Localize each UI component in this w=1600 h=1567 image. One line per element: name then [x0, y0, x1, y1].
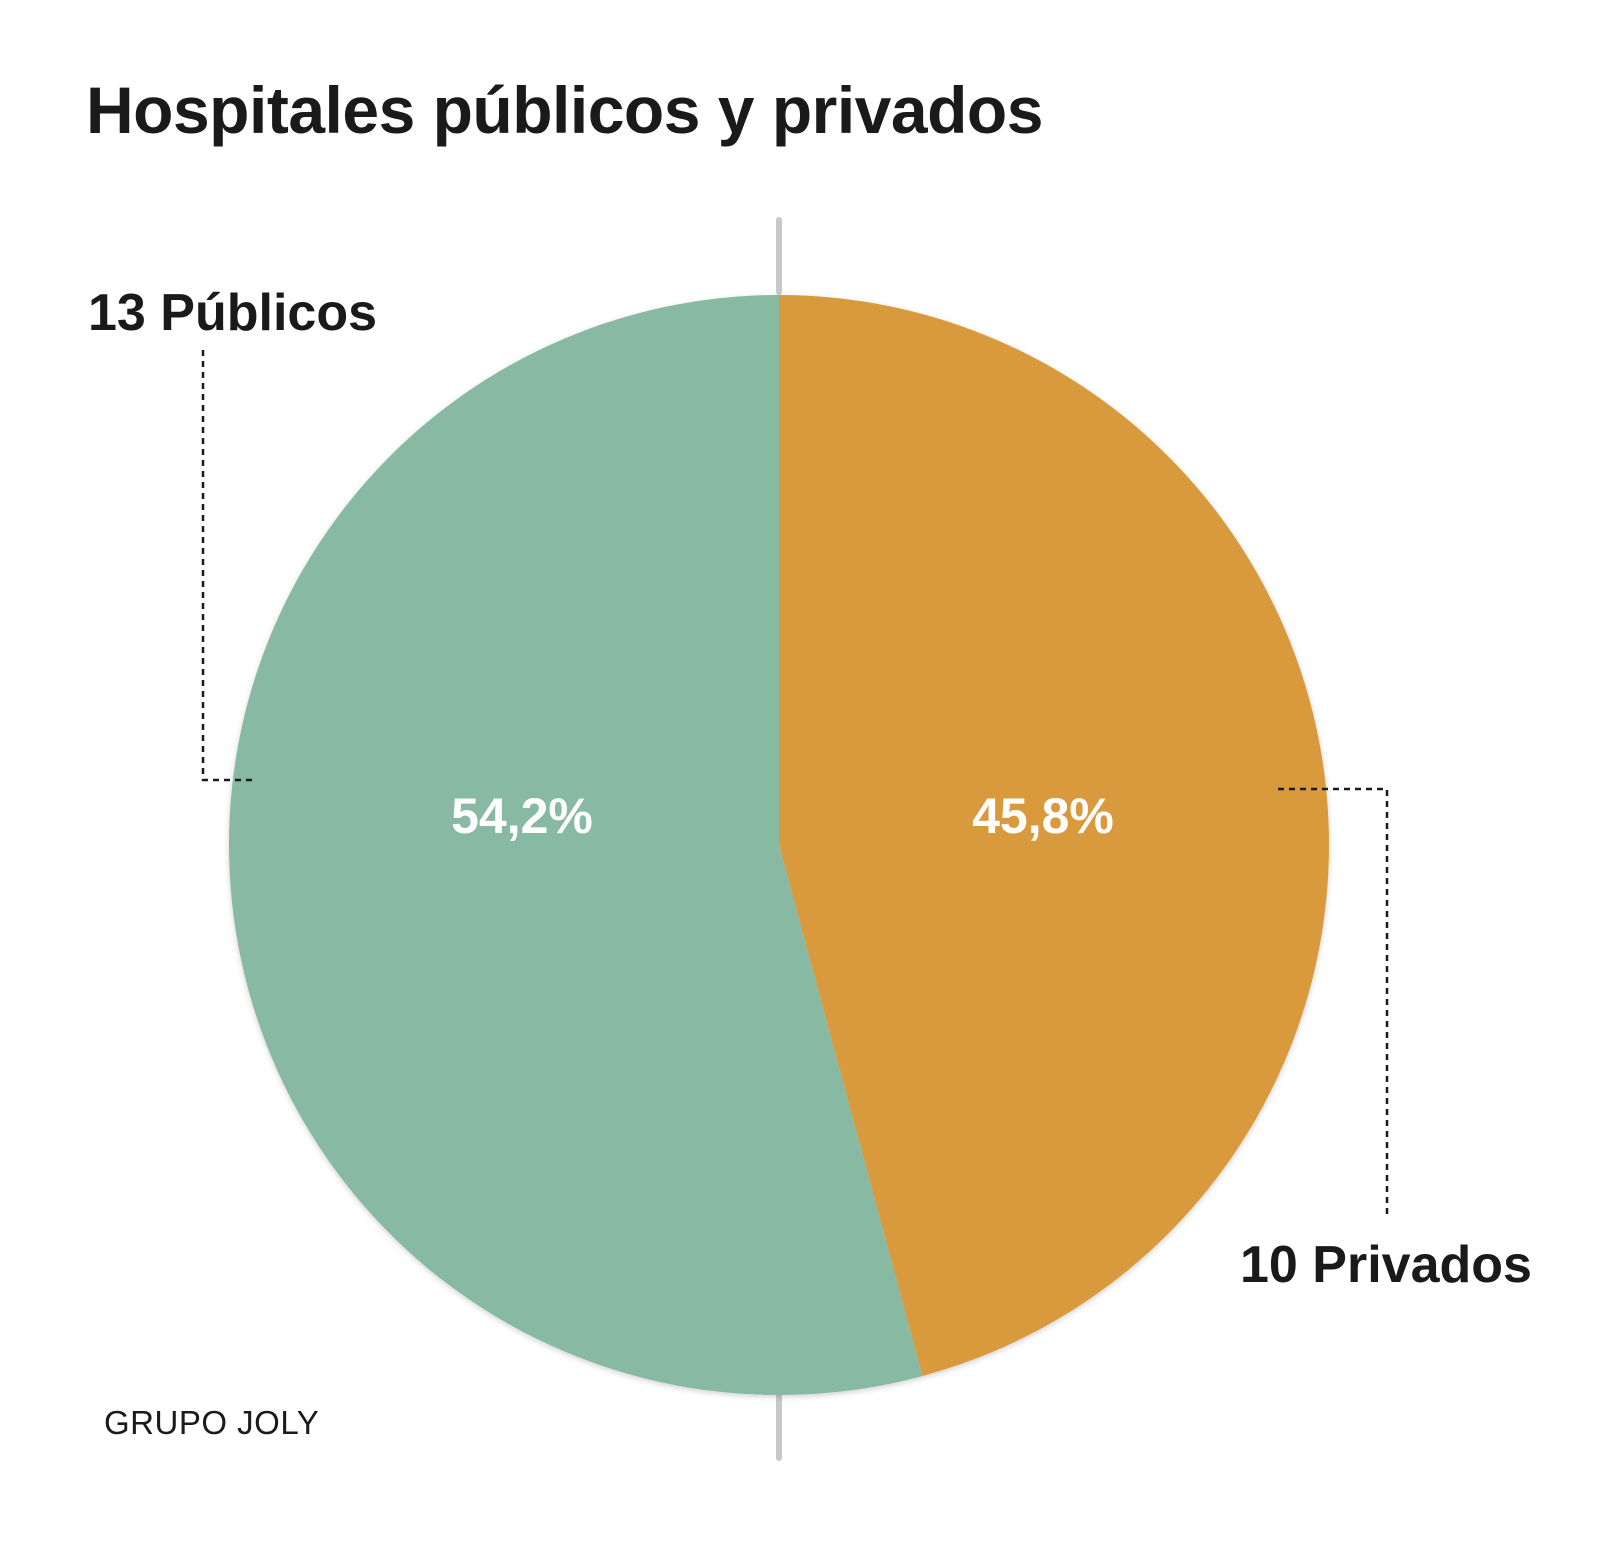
chart-title: Hospitales públicos y privados	[86, 73, 1043, 147]
legend-label-privados: 10 Privados	[1240, 1236, 1532, 1294]
leader-line-privados	[1278, 787, 1389, 1218]
legend-label-publicos: 13 Públicos	[88, 284, 377, 342]
percent-label-privados: 45,8%	[972, 788, 1114, 844]
pie-slice-privados	[779, 295, 1329, 1376]
pie-slice-publicos	[228, 294, 923, 1395]
percent-label-publicos: 54,2%	[451, 788, 593, 844]
leader-line-publicos	[201, 350, 256, 782]
source-credit: GRUPO JOLY	[104, 1404, 320, 1441]
